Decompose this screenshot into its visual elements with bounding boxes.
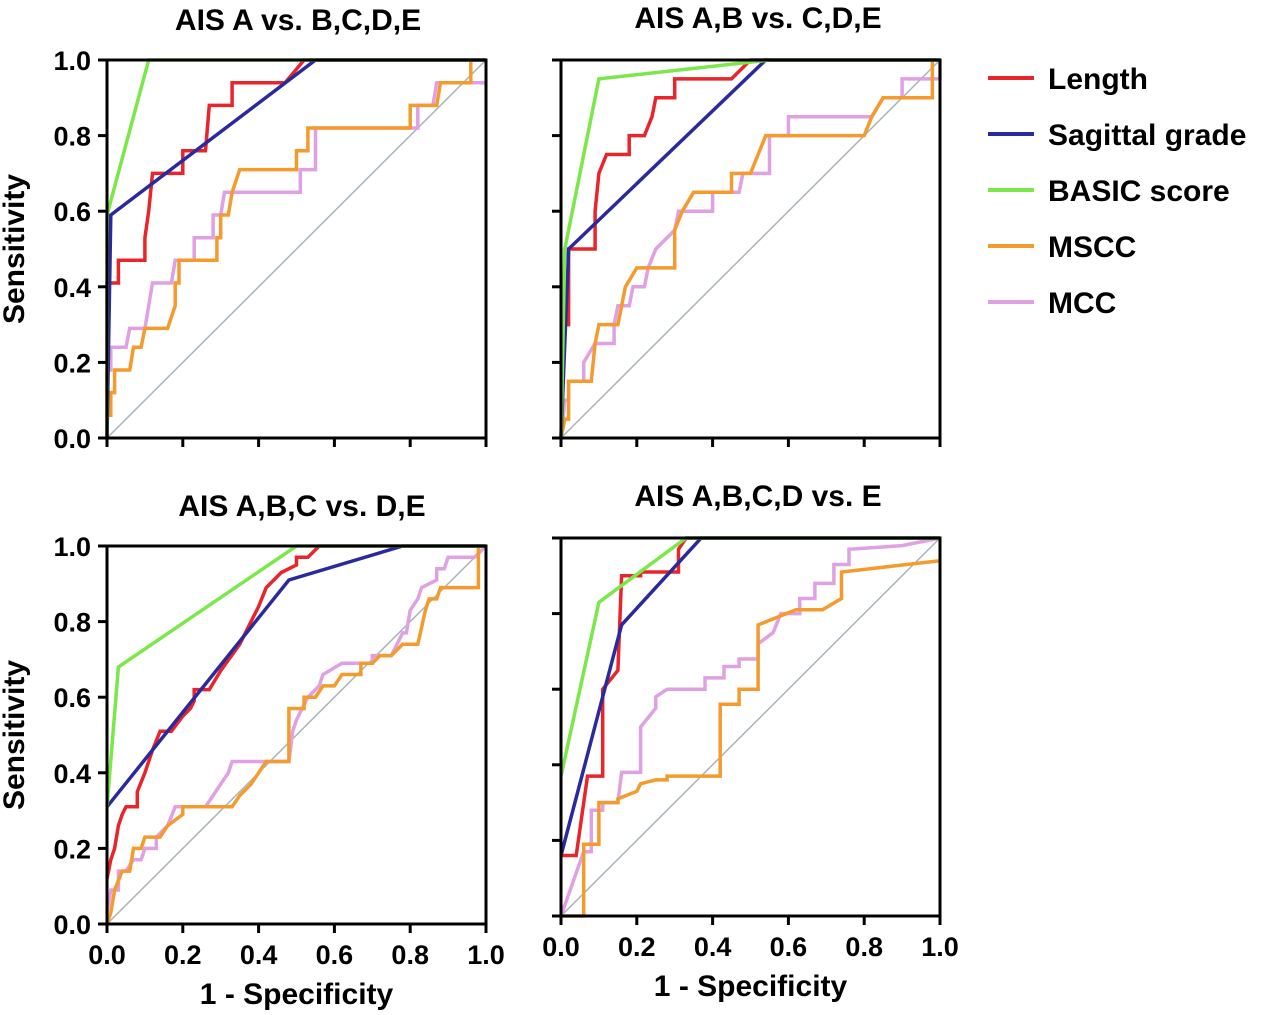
panel-4-series-length — [561, 536, 940, 858]
panel-1-y-tick-label: 0.4 — [53, 273, 91, 303]
panel-3-x-tick-label: 0.6 — [316, 940, 354, 970]
panel-3-frame — [105, 544, 488, 926]
panel-4-x-tick-label: 0.0 — [542, 932, 580, 962]
panel-1-series-mcc — [105, 80, 486, 438]
panel-3-series-mcc — [105, 544, 488, 913]
panel-4-x-tick-label: 0.2 — [618, 932, 656, 962]
panel-3-series-length — [105, 544, 486, 879]
panel-4-series-sagittal-grade — [559, 536, 940, 856]
panel-2-series-mscc — [559, 58, 940, 439]
panel-2: AIS A,B vs. C,D,E — [552, 2, 942, 447]
panel-3-y-tick-label: 0.2 — [53, 834, 91, 864]
panel-3-reference-line — [106, 545, 487, 925]
panel-4-title: AIS A,B,C,D vs. E — [634, 480, 881, 513]
panel-3-y-axis-label: Sensitivity — [0, 660, 31, 810]
panel-3: AIS A,B,C vs. D,E 0.0 0.2 0.4 0.6 0.8 1.0 0.0 0.… — [0, 490, 505, 1011]
panel-3-x-tick-label: 0.4 — [240, 940, 278, 970]
panel-2-frame — [559, 58, 942, 440]
panel-2-reference-line — [560, 59, 941, 439]
panel-1-y-tick-label: 0.6 — [53, 197, 91, 227]
panel-3-x-axis-label: 1 - Specificity — [200, 978, 394, 1011]
panel-1-series-mscc — [105, 58, 486, 438]
panel-3-y-tick-label: 0.8 — [53, 608, 91, 638]
panel-4: AIS A,B,C,D vs. E 0.0 0.2 0.4 0.6 0.8 1.0 1 - S… — [542, 480, 959, 1003]
legend: Length Sagittal grade BASIC score MSCC MCC — [988, 63, 1246, 320]
panel-3-y-tick-label: 0.6 — [53, 683, 91, 713]
legend-label-mcc: MCC — [1048, 287, 1116, 320]
panel-3-y-tick-label: 1.0 — [53, 532, 91, 562]
panel-4-x-tick-label: 0.6 — [770, 932, 808, 962]
panel-4-frame — [559, 536, 942, 918]
panel-1-y-tick-label: 0.2 — [53, 348, 91, 378]
legend-label-length: Length — [1048, 63, 1148, 96]
panel-1-y-tick-label: 0.0 — [53, 424, 91, 454]
panel-4-x-tick-label: 1.0 — [921, 932, 959, 962]
panel-3-title: AIS A,B,C vs. D,E — [178, 490, 425, 523]
panel-1-title: AIS A vs. B,C,D,E — [175, 4, 421, 37]
panel-1-reference-line — [106, 59, 487, 439]
legend-label-mscc: MSCC — [1048, 231, 1136, 264]
panel-4-series-mscc — [561, 558, 941, 918]
panel-1-y-tick-label: 0.8 — [53, 122, 91, 152]
panel-3-x-tick-label: 0.0 — [88, 940, 126, 970]
panel-1-y-tick-label: 1.0 — [53, 46, 91, 76]
panel-1-frame — [105, 58, 488, 440]
panel-3-y-tick-label: 0.0 — [53, 910, 91, 940]
panel-4-x-axis-label: 1 - Specificity — [654, 970, 848, 1003]
panel-1: AIS A vs. B,C,D,E 0.0 0.2 0.4 0.6 0.8 1.0 Sensi… — [0, 4, 488, 454]
panel-1-series-length — [105, 58, 486, 438]
legend-label-basic-score: BASIC score — [1048, 175, 1230, 208]
panel-2-title: AIS A,B vs. C,D,E — [634, 2, 881, 35]
panel-4-x-tick-label: 0.8 — [845, 932, 883, 962]
panel-3-x-tick-label: 0.2 — [164, 940, 202, 970]
panel-1-y-axis-label: Sensitivity — [0, 174, 31, 324]
legend-label-sagittal-grade: Sagittal grade — [1048, 119, 1246, 152]
panel-3-series-mscc — [105, 544, 486, 925]
panel-4-reference-line — [560, 537, 941, 917]
panel-3-x-tick-label: 0.8 — [391, 940, 429, 970]
panel-3-y-tick-label: 0.4 — [53, 759, 91, 789]
panel-4-x-tick-label: 0.4 — [694, 932, 732, 962]
panel-3-x-tick-label: 1.0 — [467, 940, 505, 970]
